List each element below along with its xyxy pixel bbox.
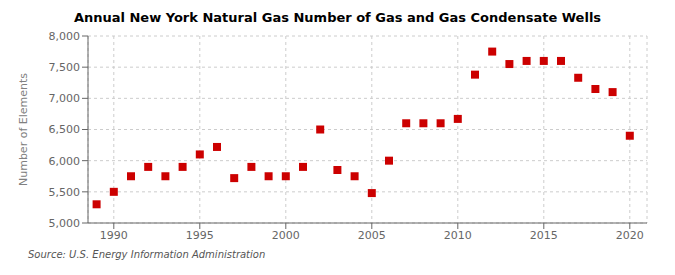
svg-text:1990: 1990: [100, 229, 128, 242]
svg-text:7,000: 7,000: [49, 92, 81, 105]
svg-text:1995: 1995: [186, 229, 214, 242]
html-text:Source: U.S. Energy Informatio: Source: U.S. Energy Information Administ…: [28, 249, 266, 260]
svg-text:7,500: 7,500: [49, 61, 81, 74]
svg-text:2010: 2010: [444, 229, 472, 242]
html-text:Annual New York Natural Gas Nu: Annual New York Natural Gas Number of Ga…: [73, 10, 602, 25]
svg-text:Number of Elements: Number of Elements: [17, 73, 30, 186]
svg-text:2015: 2015: [530, 229, 558, 242]
svg-text:2000: 2000: [272, 229, 300, 242]
svg-text:2005: 2005: [358, 229, 386, 242]
svg-text:5,000: 5,000: [49, 217, 81, 230]
svg-text:6,500: 6,500: [49, 123, 81, 136]
svg-text:2020: 2020: [616, 229, 644, 242]
svg-text:8,000: 8,000: [49, 30, 81, 43]
svg-text:5,500: 5,500: [49, 186, 81, 199]
svg-text:6,000: 6,000: [49, 155, 81, 168]
